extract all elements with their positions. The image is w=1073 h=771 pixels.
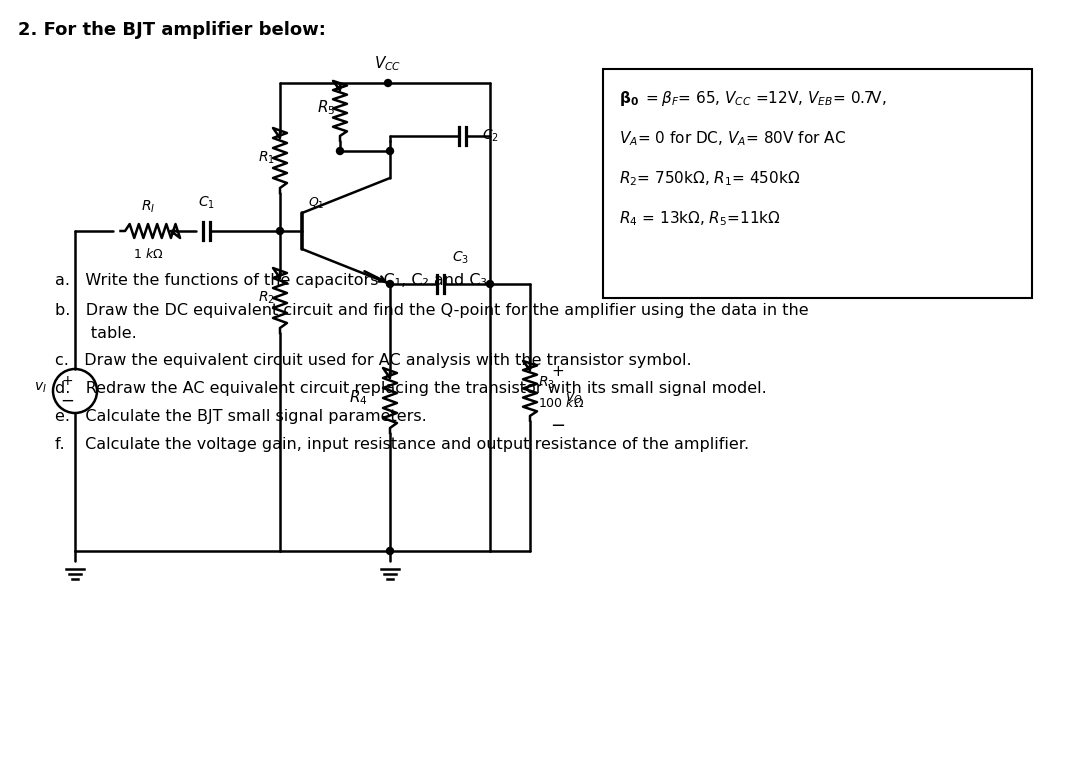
Text: $C_1$: $C_1$	[197, 194, 215, 211]
Circle shape	[486, 281, 494, 288]
Circle shape	[386, 547, 394, 554]
Text: $Q_1$: $Q_1$	[308, 196, 324, 211]
Text: $R_2$= 750k$\Omega$, $R_1$= 450k$\Omega$: $R_2$= 750k$\Omega$, $R_1$= 450k$\Omega$	[619, 170, 800, 188]
Text: $C_3$: $C_3$	[452, 250, 469, 266]
Text: d.   Redraw the AC equivalent circuit replacing the transistor with its small si: d. Redraw the AC equivalent circuit repl…	[55, 382, 767, 396]
Circle shape	[386, 147, 394, 154]
Text: $v_I$: $v_I$	[34, 381, 47, 396]
Text: $V_{CC}$: $V_{CC}$	[374, 54, 401, 73]
Text: $R_I$: $R_I$	[141, 199, 156, 215]
Text: $C_2$: $C_2$	[482, 128, 499, 144]
Text: +: +	[552, 363, 564, 379]
Text: c.   Draw the equivalent circuit used for AC analysis with the transistor symbol: c. Draw the equivalent circuit used for …	[55, 353, 692, 369]
FancyBboxPatch shape	[603, 69, 1032, 298]
Text: $1\ k\Omega$: $1\ k\Omega$	[133, 247, 163, 261]
Text: $v_O$: $v_O$	[565, 392, 583, 406]
Text: a.   Write the functions of the capacitors C₁, C₂ and C₃.: a. Write the functions of the capacitors…	[55, 274, 493, 288]
Text: table.: table.	[55, 325, 136, 341]
Text: f.    Calculate the voltage gain, input resistance and output resistance of the : f. Calculate the voltage gain, input res…	[55, 437, 749, 453]
Text: $R_3$: $R_3$	[538, 375, 555, 391]
Text: 2. For the BJT amplifier below:: 2. For the BJT amplifier below:	[18, 21, 326, 39]
Text: $R_2$: $R_2$	[259, 290, 275, 306]
Circle shape	[337, 147, 343, 154]
Text: $V_A$= 0 for DC, $V_A$= 80V for AC: $V_A$= 0 for DC, $V_A$= 80V for AC	[619, 130, 846, 148]
Text: −: −	[550, 417, 565, 435]
Text: −: −	[60, 392, 74, 410]
Text: $R_4$ = 13k$\Omega$, $R_5$=11k$\Omega$: $R_4$ = 13k$\Omega$, $R_5$=11k$\Omega$	[619, 210, 781, 228]
Text: $R_1$: $R_1$	[259, 150, 275, 167]
Text: e.   Calculate the BJT small signal parameters.: e. Calculate the BJT small signal parame…	[55, 409, 427, 425]
Text: +: +	[61, 374, 73, 388]
Text: $100\ k\Omega$: $100\ k\Omega$	[538, 396, 585, 410]
Text: $R_5$: $R_5$	[317, 99, 335, 117]
Text: $R_4$: $R_4$	[350, 389, 368, 407]
Circle shape	[277, 227, 283, 234]
Text: $\mathbf{\beta_0}$ $= \beta_F$= 65, $V_{CC}$ =12V, $V_{EB}$= 0.7V,: $\mathbf{\beta_0}$ $= \beta_F$= 65, $V_{…	[619, 89, 886, 109]
Circle shape	[384, 79, 392, 86]
Text: b.   Draw the DC equivalent circuit and find the Q-point for the amplifier using: b. Draw the DC equivalent circuit and fi…	[55, 304, 809, 318]
Circle shape	[386, 281, 394, 288]
